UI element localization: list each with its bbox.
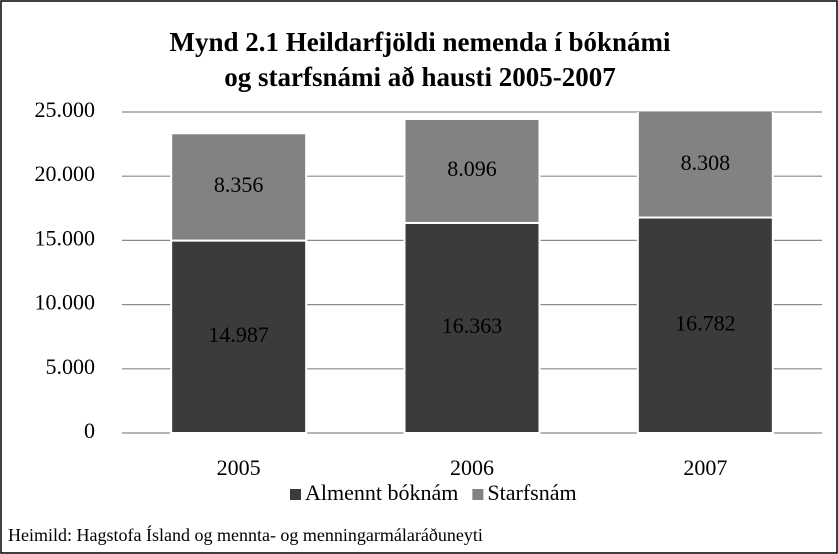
y-tick-label: 10.000 <box>35 290 96 315</box>
y-tick-label: 0 <box>84 418 95 443</box>
data-label: 14.987 <box>208 322 269 347</box>
data-label: 16.782 <box>675 310 736 335</box>
chart-title: og starfsnámi að hausti 2005-2007 <box>224 62 616 92</box>
legend-label: Starfsnám <box>487 480 576 505</box>
data-label: 16.363 <box>442 313 503 338</box>
x-tick-label: 2005 <box>217 455 261 480</box>
bar-segment <box>170 239 308 434</box>
bar-segment <box>170 132 308 242</box>
legend-swatch <box>472 489 484 500</box>
chart-title: Mynd 2.1 Heildarfjöldi nemenda í bóknámi <box>169 27 671 57</box>
y-tick-label: 25.000 <box>35 97 96 122</box>
source: Heimild: Hagstofa Ísland og mennta- og m… <box>8 524 483 545</box>
data-label: 8.096 <box>447 156 497 181</box>
bar-segment <box>636 216 774 434</box>
y-tick-label: 20.000 <box>35 161 96 186</box>
x-tick-label: 2007 <box>683 455 727 480</box>
y-tick-label: 15.000 <box>35 225 96 250</box>
x-tick-label: 2006 <box>450 455 494 480</box>
y-tick-label: 5.000 <box>46 354 96 379</box>
legend-label: Almennt bóknám <box>305 480 458 505</box>
legend-swatch <box>290 489 301 500</box>
bar-segment <box>636 112 774 219</box>
data-label: 8.308 <box>681 150 731 175</box>
data-label: 8.356 <box>214 172 264 197</box>
bar-segment <box>403 117 541 224</box>
